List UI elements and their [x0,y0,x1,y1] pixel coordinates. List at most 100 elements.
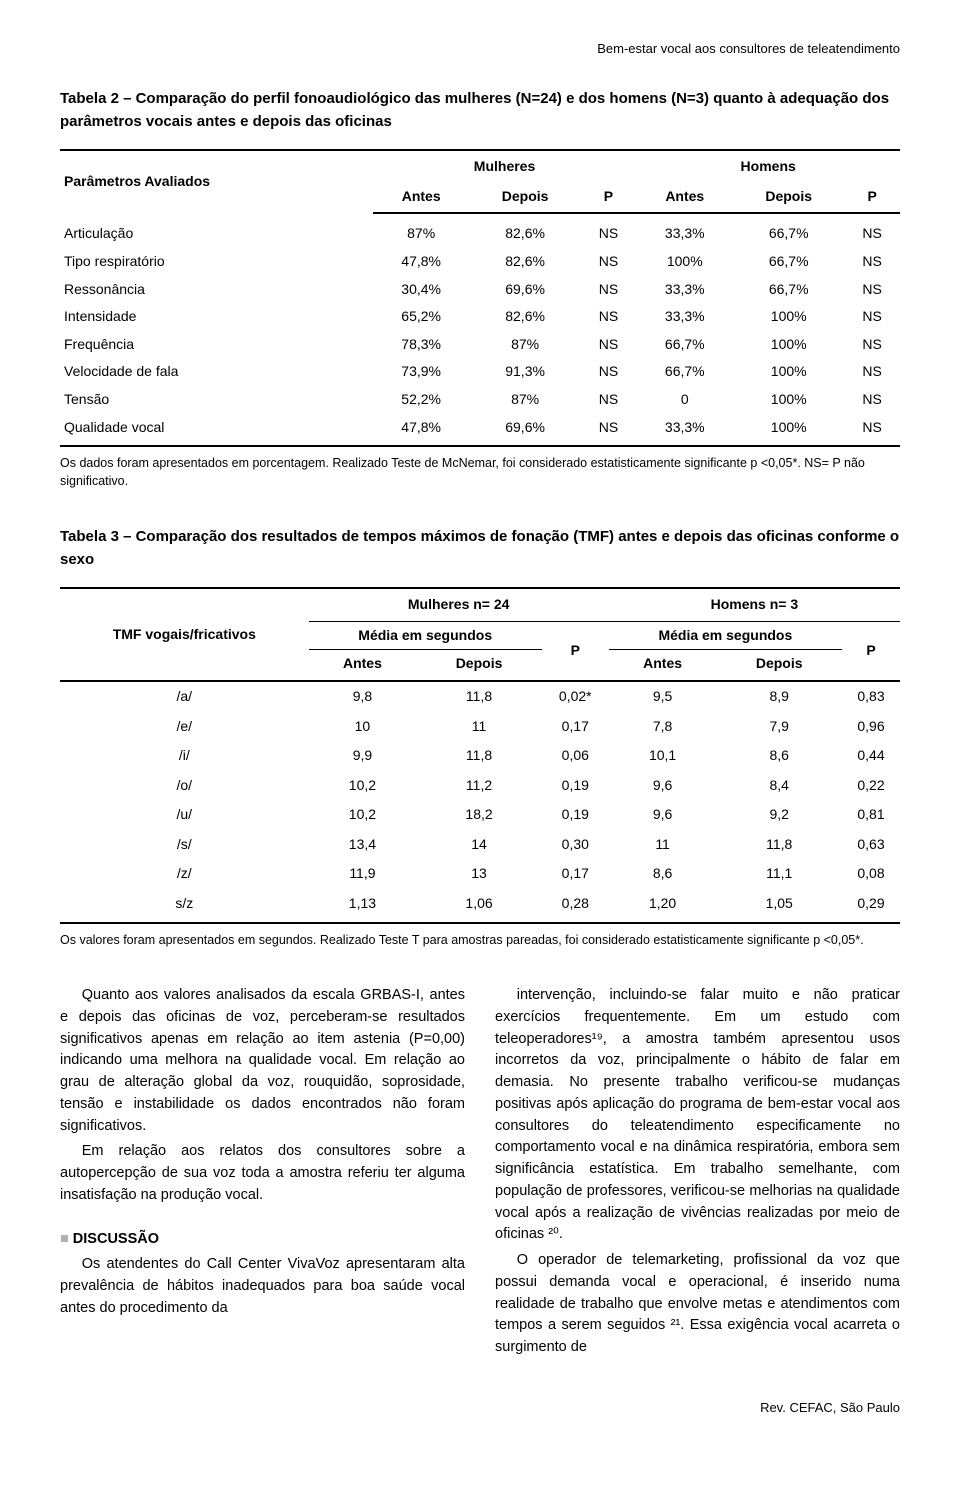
t2-row-label: Intensidade [60,303,373,331]
table-row: Velocidade de fala73,9%91,3%NS66,7%100%N… [60,358,900,386]
t2-h-antes: Antes [636,183,733,214]
t2-cell: 66,7% [733,276,844,304]
t2-cell: 100% [733,414,844,447]
t3-cell: 11 [416,712,542,742]
t2-m-p: P [581,183,637,214]
t2-cell: 47,8% [373,248,470,276]
t3-cell: 8,4 [716,771,842,801]
t3-h-depois: Depois [716,650,842,681]
t3-cell: 0,83 [842,681,900,712]
t3-row-label: /i/ [60,741,309,771]
t3-h-p: P [842,621,900,681]
t3-cell: 1,20 [609,889,717,923]
t2-cell: 82,6% [470,303,581,331]
t2-cell: 100% [733,386,844,414]
table3-title: Tabela 3 – Comparação dos resultados de … [60,526,900,571]
t2-cell: 33,3% [636,303,733,331]
t3-cell: 13,4 [309,830,417,860]
t3-cell: 0,28 [542,889,609,923]
t3-cell: 11,8 [416,741,542,771]
table-row: Articulação87%82,6%NS33,3%66,7%NS [60,213,900,248]
t3-cell: 0,63 [842,830,900,860]
t3-cell: 11,8 [416,681,542,712]
table-row: s/z1,131,060,281,201,050,29 [60,889,900,923]
t3-cell: 9,6 [609,771,717,801]
table3: TMF vogais/fricativos Mulheres n= 24 Hom… [60,587,900,924]
discussion-heading: DISCUSSÃO [60,1229,465,1251]
t2-cell: NS [581,303,637,331]
t2-cell: 87% [470,331,581,359]
t3-cell: 0,81 [842,800,900,830]
t3-cell: 9,8 [309,681,417,712]
t3-cell: 0,02* [542,681,609,712]
t2-cell: NS [844,213,900,248]
t3-cell: 8,6 [716,741,842,771]
t2-cell: 69,6% [470,414,581,447]
t3-cell: 9,9 [309,741,417,771]
t3-cell: 8,9 [716,681,842,712]
t2-cell: 78,3% [373,331,470,359]
t3-cell: 1,13 [309,889,417,923]
t3-cell: 0,19 [542,771,609,801]
t3-cell: 11,1 [716,859,842,889]
t2-cell: 100% [733,331,844,359]
t2-cell: NS [844,331,900,359]
t2-cell: 47,8% [373,414,470,447]
t2-cell: 100% [636,248,733,276]
t2-cell: 65,2% [373,303,470,331]
t2-cell: 100% [733,358,844,386]
t2-cell: NS [844,414,900,447]
t2-cell: NS [581,358,637,386]
t3-row-label: s/z [60,889,309,923]
t2-cell: NS [844,276,900,304]
t2-cell: 82,6% [470,213,581,248]
t2-cell: 100% [733,303,844,331]
t2-cell: 0 [636,386,733,414]
t3-cell: 9,6 [609,800,717,830]
t2-cell: NS [581,276,637,304]
t3-row-label: /o/ [60,771,309,801]
table-row: /e/10110,177,87,90,96 [60,712,900,742]
t3-m-media: Média em segundos [309,621,542,650]
body-para: intervenção, incluindo-se falar muito e … [495,985,900,1246]
table-row: /z/11,9130,178,611,10,08 [60,859,900,889]
t3-cell: 10,2 [309,771,417,801]
t3-cell: 0,19 [542,800,609,830]
t3-cell: 14 [416,830,542,860]
table-row: Frequência78,3%87%NS66,7%100%NS [60,331,900,359]
t2-cell: 73,9% [373,358,470,386]
t2-cell: 66,7% [636,358,733,386]
t3-h-antes: Antes [609,650,717,681]
t2-m-antes: Antes [373,183,470,214]
t3-cell: 1,05 [716,889,842,923]
t2-cell: NS [581,331,637,359]
t2-row-label: Articulação [60,213,373,248]
t3-cell: 18,2 [416,800,542,830]
t3-h-media: Média em segundos [609,621,842,650]
t3-m-depois: Depois [416,650,542,681]
t2-cell: NS [844,248,900,276]
t2-cell: 52,2% [373,386,470,414]
t2-cell: 33,3% [636,414,733,447]
table-row: Tensão52,2%87%NS0100%NS [60,386,900,414]
t2-cell: 30,4% [373,276,470,304]
t3-cell: 0,06 [542,741,609,771]
t2-row-label: Ressonância [60,276,373,304]
table-row: /a/9,811,80,02*9,58,90,83 [60,681,900,712]
table-row: /s/13,4140,301111,80,63 [60,830,900,860]
t3-cell: 7,9 [716,712,842,742]
t2-param-header: Parâmetros Avaliados [60,150,373,213]
body-para: O operador de telemarketing, profissiona… [495,1250,900,1359]
t2-homens-header: Homens [636,150,900,183]
t3-cell: 0,17 [542,859,609,889]
t3-cell: 11,2 [416,771,542,801]
table-row: Qualidade vocal47,8%69,6%NS33,3%100%NS [60,414,900,447]
t3-cell: 10 [309,712,417,742]
body-para: Quanto aos valores analisados da escala … [60,985,465,1137]
table2-title: Tabela 2 – Comparação do perfil fonoaudi… [60,88,900,133]
t2-row-label: Frequência [60,331,373,359]
running-header: Bem-estar vocal aos consultores de telea… [60,40,900,58]
t2-cell: 82,6% [470,248,581,276]
t2-cell: NS [844,303,900,331]
t2-cell: NS [581,248,637,276]
